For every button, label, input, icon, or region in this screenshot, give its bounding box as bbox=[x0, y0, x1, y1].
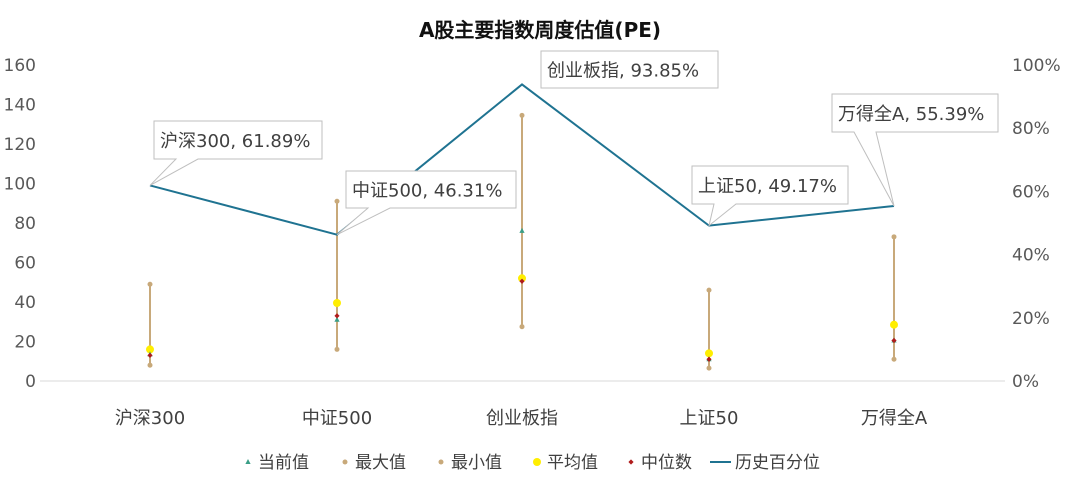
left-tick-label: 120 bbox=[4, 135, 36, 155]
mean-point bbox=[705, 349, 713, 358]
right-tick-label: 40% bbox=[1012, 246, 1050, 266]
callout-label: 万得全A, 55.39% bbox=[838, 104, 984, 125]
legend-median-icon bbox=[628, 459, 634, 465]
left-tick-label: 20 bbox=[14, 333, 36, 353]
right-tick-label: 100% bbox=[1012, 56, 1061, 76]
callouts: 沪深300, 61.89% 中证500, 46.31% 创业板指, 93.85% 上证… bbox=[149, 50, 999, 236]
legend-label: 历史百分位 bbox=[735, 453, 820, 473]
mean-point bbox=[146, 345, 154, 354]
left-axis: 0 20 40 60 80 100 120 140 160 bbox=[4, 56, 36, 392]
left-tick-label: 80 bbox=[14, 214, 36, 234]
min-point bbox=[147, 362, 153, 368]
category-label: 创业板指 bbox=[486, 408, 558, 429]
median-point bbox=[334, 313, 340, 319]
percentile-line bbox=[149, 83, 895, 236]
callout-box bbox=[691, 165, 849, 227]
percentile-line-group bbox=[149, 83, 895, 236]
min-point bbox=[706, 365, 712, 371]
left-tick-label: 100 bbox=[4, 175, 36, 195]
category-labels: 沪深300 中证500 创业板指 上证50 万得全A bbox=[115, 408, 928, 429]
range-lines bbox=[149, 115, 895, 369]
callout-box bbox=[149, 120, 323, 186]
min-point bbox=[334, 346, 340, 352]
category-label: 中证500 bbox=[302, 408, 372, 429]
right-tick-label: 60% bbox=[1012, 182, 1050, 202]
current-point bbox=[519, 227, 525, 233]
max-point bbox=[147, 281, 153, 287]
left-tick-label: 40 bbox=[14, 293, 36, 313]
left-tick-label: 0 bbox=[25, 372, 36, 392]
mean-point bbox=[518, 274, 526, 283]
callout-box bbox=[336, 170, 517, 236]
max-point bbox=[891, 234, 897, 240]
legend-label: 中位数 bbox=[641, 453, 692, 473]
category-label: 万得全A bbox=[861, 408, 928, 429]
category-label: 沪深300 bbox=[115, 408, 185, 429]
right-tick-label: 20% bbox=[1012, 309, 1050, 329]
median-point bbox=[706, 356, 712, 362]
legend-label: 最大值 bbox=[355, 453, 406, 473]
min-point bbox=[891, 356, 897, 362]
right-axis: 0% 20% 40% 60% 80% 100% bbox=[1012, 56, 1061, 392]
legend-label: 平均值 bbox=[547, 453, 598, 473]
callout-label: 创业板指, 93.85% bbox=[547, 61, 699, 82]
left-tick-label: 160 bbox=[4, 56, 36, 76]
legend: 当前值 最大值 最小值 平均值 中位数 历史百分位 bbox=[245, 453, 820, 473]
callout-label: 中证500, 46.31% bbox=[352, 181, 502, 202]
legend-label: 最小值 bbox=[451, 453, 502, 473]
legend-min-icon bbox=[438, 459, 444, 465]
callout-box bbox=[540, 50, 719, 89]
min-point bbox=[519, 324, 525, 330]
max-point bbox=[334, 198, 340, 204]
legend-max-icon bbox=[342, 459, 348, 465]
current-point bbox=[334, 316, 340, 322]
median-point bbox=[519, 278, 525, 284]
right-tick-label: 0% bbox=[1012, 372, 1039, 392]
callout-box bbox=[831, 93, 999, 207]
callout-label: 上证50, 49.17% bbox=[698, 176, 837, 197]
legend-mean-icon bbox=[533, 458, 541, 466]
max-point bbox=[706, 287, 712, 293]
chart-title: A股主要指数周度估值(PE) bbox=[419, 18, 661, 42]
left-tick-label: 140 bbox=[4, 96, 36, 116]
left-tick-label: 60 bbox=[14, 254, 36, 274]
legend-current-icon bbox=[245, 459, 251, 464]
median-point bbox=[891, 337, 897, 344]
mean-point bbox=[890, 320, 898, 329]
max-point bbox=[519, 112, 525, 118]
category-label: 上证50 bbox=[680, 408, 739, 429]
mean-point bbox=[333, 298, 341, 307]
callout-label: 沪深300, 61.89% bbox=[160, 131, 310, 152]
legend-label: 当前值 bbox=[258, 453, 309, 473]
right-tick-label: 80% bbox=[1012, 119, 1050, 139]
median-point bbox=[147, 352, 153, 358]
markers bbox=[146, 112, 898, 371]
